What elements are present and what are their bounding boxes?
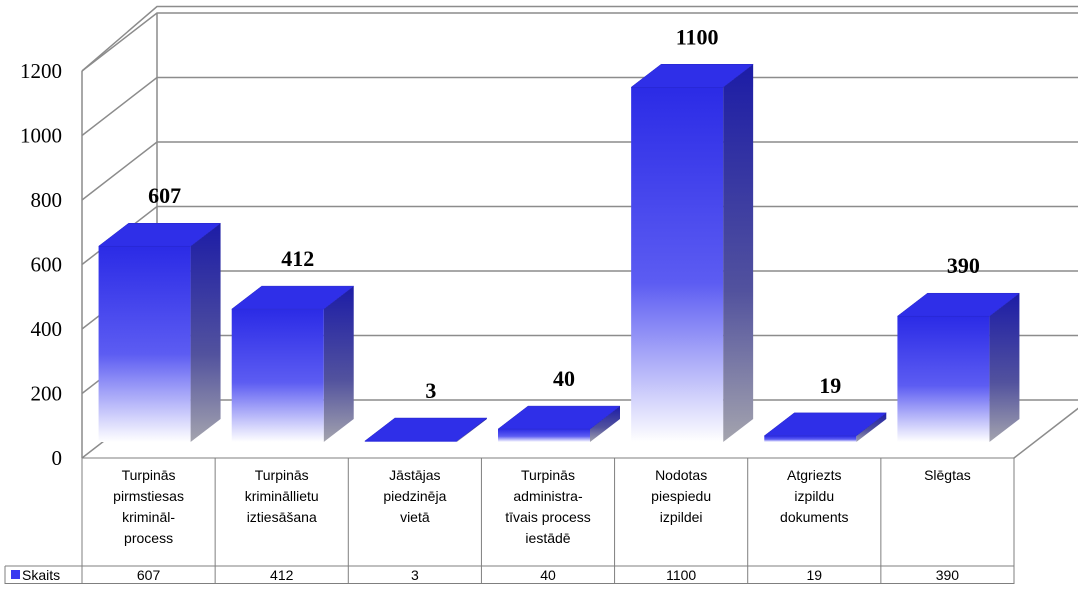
table-value: 3: [411, 567, 419, 583]
category-label: Turpinās: [122, 467, 176, 483]
category-label: tīvais process: [505, 509, 591, 525]
y-tick-label: 800: [31, 188, 63, 212]
y-tick-label: 400: [31, 317, 63, 341]
data-label: 390: [947, 253, 980, 278]
category-label: Jāstājas: [389, 467, 440, 483]
category-label: izpildei: [660, 509, 703, 525]
table-value: 412: [270, 567, 294, 583]
bar-front: [764, 435, 857, 442]
gridline: [81, 12, 1078, 72]
bar-top: [763, 412, 888, 437]
data-label: 1100: [676, 24, 719, 49]
bar-top: [497, 405, 621, 430]
category-label: Slēgtas: [924, 467, 971, 483]
category-label: krimināllietu: [245, 488, 319, 504]
top-gridline: [81, 5, 1078, 72]
bar-top: [364, 417, 488, 442]
bar: [497, 405, 621, 442]
bar: [896, 292, 1021, 442]
bar-front: [364, 441, 457, 442]
bar-front: [231, 309, 324, 442]
gridline: [81, 76, 1078, 137]
category-label: piespiedu: [651, 488, 711, 504]
y-tick-label: 1000: [20, 124, 62, 148]
category-label: iztiesāšana: [247, 509, 317, 525]
category-label: iestādē: [525, 530, 570, 546]
bar-top: [230, 285, 355, 310]
y-tick-label: 1200: [20, 59, 62, 83]
bar: [230, 285, 355, 442]
table-value: 40: [540, 567, 556, 583]
data-label: 40: [553, 366, 575, 391]
table-value: 1100: [666, 567, 696, 583]
bar-top: [630, 64, 754, 88]
data-label: 19: [819, 373, 841, 398]
legend-series-name: Skaits: [22, 567, 60, 583]
bar-side: [856, 412, 887, 442]
category-label: vietā: [400, 509, 430, 525]
category-label: pirmstiesas: [113, 488, 184, 504]
bar: [97, 222, 222, 442]
category-label: izpildu: [794, 488, 834, 504]
legend-swatch: [11, 570, 20, 579]
bar-side: [590, 406, 620, 442]
bar: [364, 417, 488, 442]
data-label: 607: [148, 183, 181, 208]
table-value: 390: [936, 567, 960, 583]
bar-front: [631, 87, 724, 442]
bar: [763, 412, 888, 442]
category-label: process: [124, 530, 173, 546]
bar: [630, 64, 754, 442]
bar-front: [98, 246, 191, 442]
bar-side: [190, 223, 221, 442]
gridline: [81, 141, 1078, 201]
category-label: administra-: [513, 488, 583, 504]
data-label: 3: [425, 378, 436, 403]
bar-top: [97, 222, 222, 247]
bar-side: [989, 293, 1020, 442]
category-label: krimināl-: [122, 509, 175, 525]
bar-side: [723, 64, 754, 442]
table-value: 19: [806, 567, 822, 583]
category-label: dokuments: [780, 509, 848, 525]
category-label: Nodotas: [655, 467, 707, 483]
bar-side: [323, 286, 354, 442]
bar-top: [896, 292, 1021, 317]
gridline: [81, 205, 1078, 266]
category-label: Turpinās: [521, 467, 575, 483]
bar-front: [897, 316, 990, 442]
category-label: piedzinēja: [383, 488, 446, 504]
y-tick-label: 0: [52, 446, 63, 470]
y-tick-label: 600: [31, 253, 63, 277]
y-tick-label: 200: [31, 382, 63, 406]
table-value: 607: [137, 567, 161, 583]
bar-front: [498, 429, 590, 442]
category-label: Atgriezts: [787, 467, 841, 483]
data-label: 412: [281, 246, 314, 271]
category-label: Turpinās: [255, 467, 309, 483]
